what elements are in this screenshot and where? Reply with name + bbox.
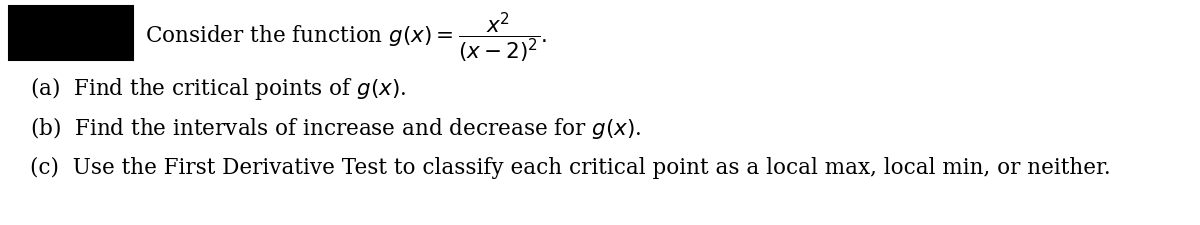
Text: (a)  Find the critical points of $g(x)$.: (a) Find the critical points of $g(x)$. [30, 74, 407, 101]
Text: Consider the function $g(x) = \dfrac{x^2}{(x-2)^2}.$: Consider the function $g(x) = \dfrac{x^2… [145, 11, 547, 65]
Text: (b)  Find the intervals of increase and decrease for $g(x)$.: (b) Find the intervals of increase and d… [30, 115, 642, 140]
Bar [10, 8, 132, 60]
Text: (c)  Use the First Derivative Test to classify each critical point as a local ma: (c) Use the First Derivative Test to cla… [30, 156, 1111, 178]
Bar [10, 7, 133, 61]
